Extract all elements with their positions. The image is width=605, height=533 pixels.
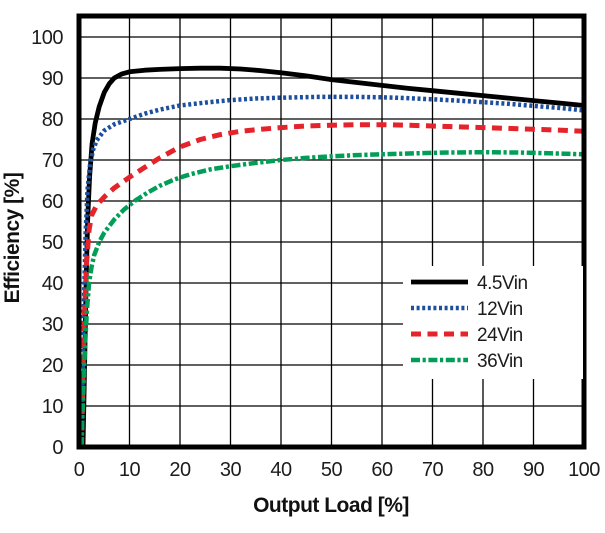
- y-tick-label: 30: [42, 314, 64, 336]
- x-axis-tick-labels: 0 10 20 30 40 50 60 70 80 90 100: [74, 459, 601, 481]
- curve-36vin: [79, 149, 585, 448]
- x-tick-label: 40: [270, 459, 292, 481]
- legend-label-36vin: 36Vin: [477, 351, 523, 372]
- x-tick-label: 90: [523, 459, 545, 481]
- y-tick-label: 80: [42, 109, 64, 131]
- x-tick-label: 50: [321, 459, 343, 481]
- y-tick-label: 10: [42, 396, 64, 418]
- x-tick-label: 70: [422, 459, 444, 481]
- x-tick-label: 100: [568, 459, 600, 481]
- legend-label-12vin: 12Vin: [477, 299, 523, 320]
- x-tick-label: 0: [74, 459, 85, 481]
- y-tick-label: 0: [52, 437, 63, 459]
- legend-label-4.5vin: 4.5Vin: [477, 273, 528, 294]
- y-tick-label: 100: [31, 27, 63, 49]
- y-tick-label: 70: [42, 150, 64, 172]
- y-axis-title: Efficiency [%]: [1, 172, 24, 304]
- curve-4.5vin: [80, 65, 585, 448]
- y-tick-label: 60: [42, 191, 64, 213]
- x-tick-label: 30: [220, 459, 242, 481]
- y-tick-label: 50: [42, 232, 64, 254]
- plot-border: [76, 13, 587, 450]
- x-tick-label: 20: [169, 459, 191, 481]
- y-axis-tick-labels: 0 10 20 30 40 50 60 70 80 90 100: [31, 27, 64, 459]
- curve-12vin: [79, 94, 585, 448]
- legend: 4.5Vin 12Vin 24Vin 36Vin: [403, 266, 583, 379]
- x-tick-label: 60: [371, 459, 393, 481]
- series-curves: [79, 65, 585, 448]
- x-axis-title: Output Load [%]: [253, 494, 409, 517]
- x-tick-label: 80: [472, 459, 494, 481]
- curve-24vin: [79, 122, 585, 448]
- y-tick-label: 20: [42, 355, 64, 377]
- y-tick-label: 90: [42, 68, 64, 90]
- x-tick-label: 10: [119, 459, 141, 481]
- legend-label-24vin: 24Vin: [477, 325, 523, 346]
- y-tick-label: 40: [42, 273, 64, 295]
